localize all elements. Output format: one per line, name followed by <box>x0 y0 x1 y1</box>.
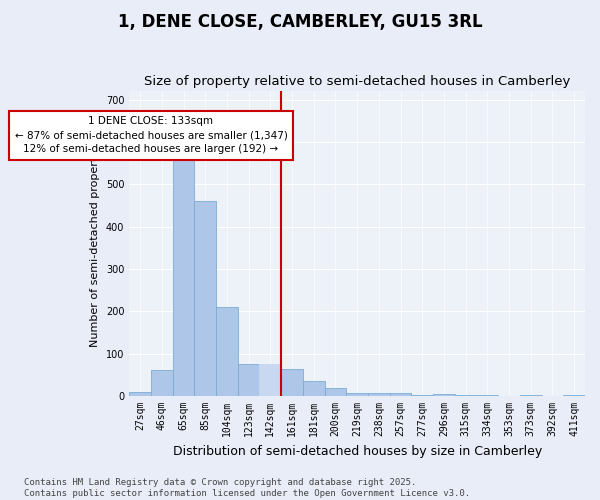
Bar <box>259 364 281 396</box>
Bar <box>216 307 238 396</box>
Bar <box>520 395 542 396</box>
Bar <box>412 395 433 396</box>
Bar <box>194 201 216 396</box>
Bar <box>455 395 476 396</box>
X-axis label: Distribution of semi-detached houses by size in Camberley: Distribution of semi-detached houses by … <box>173 444 542 458</box>
Bar <box>476 395 498 396</box>
Y-axis label: Number of semi-detached properties: Number of semi-detached properties <box>91 140 100 346</box>
Bar <box>389 392 412 396</box>
Bar <box>433 394 455 396</box>
Bar <box>129 392 151 396</box>
Bar <box>173 154 194 396</box>
Title: Size of property relative to semi-detached houses in Camberley: Size of property relative to semi-detach… <box>144 76 571 88</box>
Text: 1 DENE CLOSE: 133sqm
← 87% of semi-detached houses are smaller (1,347)
12% of se: 1 DENE CLOSE: 133sqm ← 87% of semi-detac… <box>14 116 287 154</box>
Bar <box>238 364 259 396</box>
Text: 1, DENE CLOSE, CAMBERLEY, GU15 3RL: 1, DENE CLOSE, CAMBERLEY, GU15 3RL <box>118 12 482 30</box>
Bar <box>325 388 346 396</box>
Bar <box>368 392 389 396</box>
Bar <box>346 392 368 396</box>
Bar <box>563 395 585 396</box>
Text: Contains HM Land Registry data © Crown copyright and database right 2025.
Contai: Contains HM Land Registry data © Crown c… <box>24 478 470 498</box>
Bar <box>281 368 303 396</box>
Bar <box>151 370 173 396</box>
Bar <box>303 381 325 396</box>
